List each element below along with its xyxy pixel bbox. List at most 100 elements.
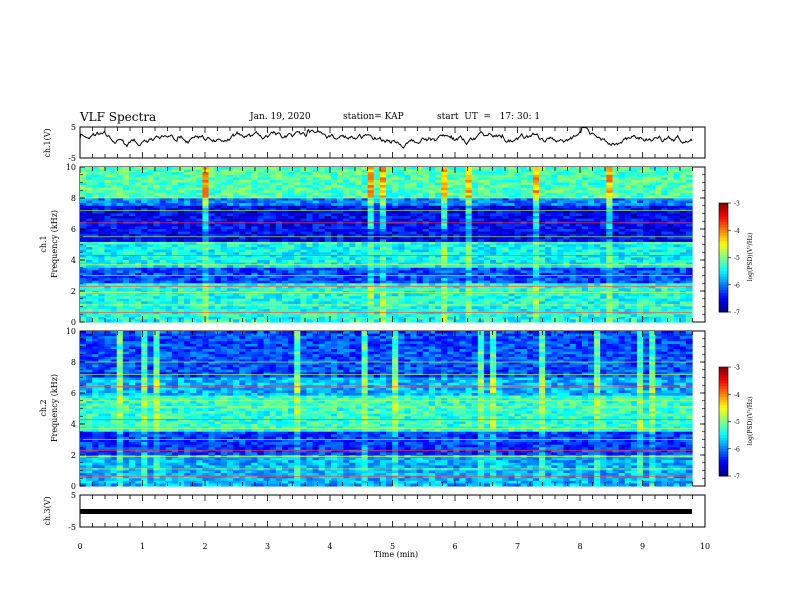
heatmap-cell [275, 239, 283, 243]
heatmap-cell [490, 174, 497, 178]
heatmap-cell [128, 172, 136, 176]
heatmap-cell [300, 174, 308, 178]
heatmap-cell [392, 205, 399, 209]
heatmap-cell [171, 226, 179, 230]
heatmap-cell [257, 229, 265, 233]
heatmap-cell [655, 205, 662, 209]
heatmap-cell [122, 192, 130, 197]
heatmap-cell [465, 205, 473, 209]
heatmap-cell [441, 174, 448, 178]
heatmap-cell [612, 182, 620, 186]
heatmap-cell [330, 185, 338, 189]
heatmap-cell [269, 177, 277, 181]
heatmap-cell [165, 205, 173, 209]
heatmap-cell [612, 200, 620, 204]
heatmap-cell [685, 262, 693, 266]
heatmap-cell [563, 192, 571, 197]
heatmap-cell [581, 203, 589, 207]
heatmap-cell [177, 257, 185, 261]
heatmap-cell [104, 218, 112, 222]
heatmap-cell [624, 200, 632, 204]
heatmap-cell [606, 192, 614, 197]
heatmap-cell [685, 192, 693, 197]
heatmap-cell [379, 174, 387, 178]
heatmap-cell [245, 192, 252, 197]
heatmap-cell [520, 187, 528, 191]
heatmap-cell [110, 203, 118, 207]
heatmap-cell [661, 252, 669, 256]
heatmap-cell [496, 239, 503, 243]
heatmap-cell [483, 198, 491, 202]
heatmap-cell [508, 234, 516, 238]
heatmap-cell [355, 260, 363, 264]
heatmap-cell [447, 236, 454, 240]
heatmap-cell [618, 203, 626, 207]
heatmap-cell [349, 229, 356, 233]
heatmap-cell [422, 267, 430, 271]
heatmap-cell [416, 177, 424, 181]
heatmap-cell [428, 244, 436, 248]
heatmap-cell [618, 172, 626, 176]
heatmap-cell [165, 262, 173, 266]
heatmap-cell [410, 195, 418, 199]
heatmap-cell [594, 198, 601, 202]
heatmap-cell [386, 210, 393, 215]
heatmap-cell [508, 254, 516, 259]
heatmap-cell [428, 236, 436, 240]
heatmap-cell [98, 262, 106, 266]
heatmap-cell [636, 205, 644, 209]
heatmap-cell [520, 234, 528, 238]
heatmap-cell [685, 265, 693, 269]
heatmap-cell [453, 169, 461, 173]
heatmap-cell [263, 244, 271, 248]
heatmap-cell [679, 270, 687, 274]
heatmap-cell [220, 205, 228, 209]
heatmap-cell [398, 229, 405, 233]
heatmap-cell [587, 234, 595, 238]
heatmap-cell [239, 223, 246, 228]
heatmap-cell [355, 244, 363, 248]
heatmap-cell [361, 229, 369, 233]
heatmap-cell [502, 265, 509, 269]
heatmap-cell [667, 203, 675, 207]
heatmap-cell [404, 167, 412, 171]
heatmap-cell [367, 249, 375, 253]
heatmap-cell [422, 169, 430, 173]
heatmap-cell [490, 223, 497, 228]
heatmap-cell [269, 231, 277, 235]
heatmap-cell [379, 210, 387, 215]
heatmap-cell [392, 254, 399, 259]
heatmap-cell [294, 203, 301, 207]
heatmap-cell [122, 247, 130, 251]
heatmap-cell [104, 195, 112, 199]
heatmap-cell [337, 223, 344, 228]
heatmap-cell [263, 177, 271, 181]
heatmap-cell [122, 234, 130, 238]
heatmap-cell [80, 223, 87, 228]
heatmap-cell [300, 179, 308, 184]
heatmap-cell [636, 198, 644, 202]
heatmap-cell [263, 208, 271, 212]
heatmap-cell [269, 200, 277, 204]
heatmap-cell [545, 260, 552, 264]
heatmap-cell [349, 234, 356, 238]
heatmap-cell [594, 236, 601, 240]
heatmap-cell [563, 267, 571, 271]
heatmap-cell [581, 190, 589, 194]
heatmap-cell [147, 218, 155, 222]
heatmap-cell [251, 218, 259, 222]
heatmap-cell [526, 185, 534, 189]
heatmap-cell [294, 257, 301, 261]
heatmap-cell [300, 172, 308, 176]
heatmap-cell [147, 190, 155, 194]
heatmap-cell [184, 185, 191, 189]
heatmap-cell [453, 239, 461, 243]
heatmap-cell [453, 231, 461, 235]
heatmap-cell [263, 265, 271, 269]
heatmap-cell [367, 174, 375, 178]
heatmap-cell [624, 187, 632, 191]
heatmap-cell [355, 210, 363, 215]
heatmap-cell [361, 265, 369, 269]
heatmap-cell [263, 203, 271, 207]
heatmap-cell [281, 216, 289, 220]
